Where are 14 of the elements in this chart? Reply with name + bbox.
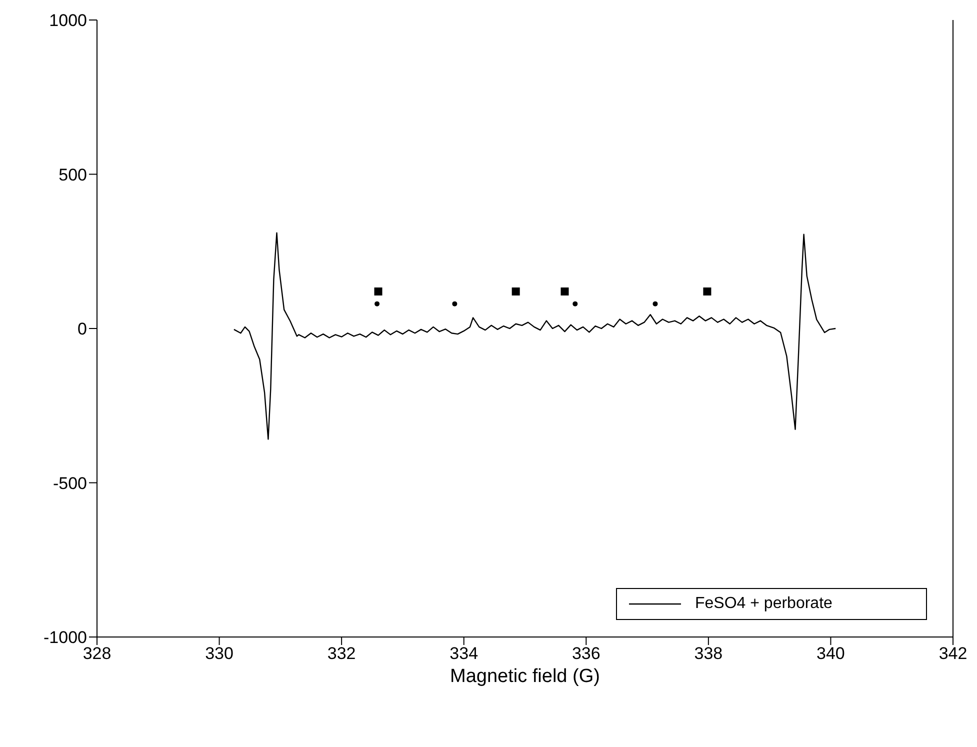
x-tick-label: 332 [327, 644, 356, 664]
y-tick-label: 1000 [49, 11, 87, 30]
y-tick-label: 0 [78, 320, 87, 339]
y-tick-label: 500 [58, 165, 87, 184]
y-tick-label: -500 [52, 474, 87, 493]
x-tick-label: 342 [938, 644, 968, 664]
x-tick-label: 330 [205, 644, 234, 664]
line-series [233, 232, 836, 440]
x-axis-title: Magnetic field (G) [450, 666, 600, 687]
legend-label: FeSO4 + perborate [695, 595, 832, 613]
x-tick-label: 336 [572, 644, 600, 664]
x-tick-label: 334 [450, 644, 478, 664]
x-tick-label: 340 [816, 644, 845, 664]
x-tick-label: 338 [694, 644, 723, 664]
